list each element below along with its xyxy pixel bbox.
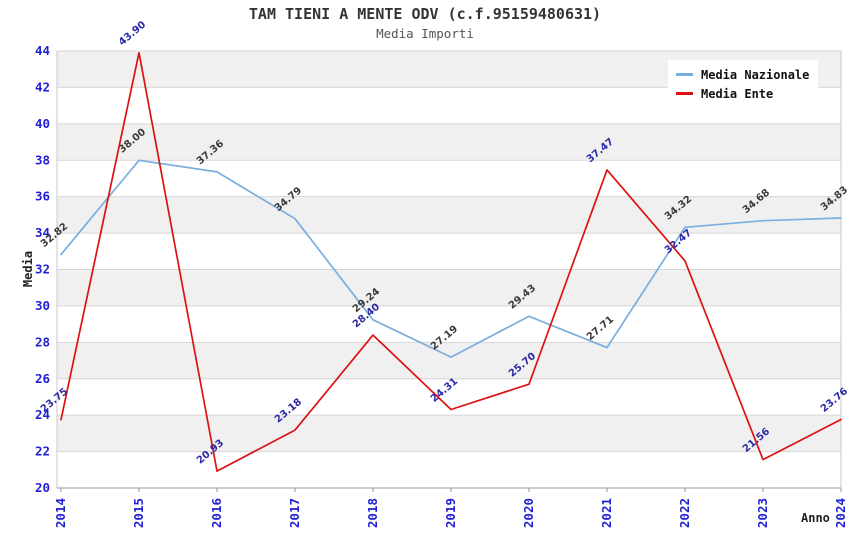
x-axis-title: Anno xyxy=(801,511,830,525)
legend-item-media-nazionale: Media Nazionale xyxy=(676,65,810,84)
y-tick-label: 42 xyxy=(35,79,50,94)
x-tick-label: 2022 xyxy=(677,498,692,528)
y-tick-label: 38 xyxy=(35,152,50,167)
y-tick-label: 26 xyxy=(35,371,50,386)
y-tick-label: 36 xyxy=(35,189,50,204)
x-tick-label: 2014 xyxy=(53,498,68,528)
y-tick-label: 28 xyxy=(35,334,50,349)
plot-band xyxy=(57,196,841,234)
legend-item-media-ente: Media Ente xyxy=(676,84,810,103)
legend-label: Media Nazionale xyxy=(701,67,810,82)
data-point-label: 27.71 xyxy=(585,314,616,343)
series-line-media-nazionale xyxy=(60,159,842,358)
y-tick-label: 20 xyxy=(35,480,50,495)
x-tick-label: 2021 xyxy=(599,498,614,528)
data-point-label: 24.31 xyxy=(429,376,460,405)
series-line-media-ente xyxy=(60,51,842,472)
y-tick-label: 22 xyxy=(35,444,50,459)
y-tick-label: 32 xyxy=(35,262,50,277)
y-tick-label: 24 xyxy=(35,407,50,422)
y-tick-label: 40 xyxy=(35,116,50,131)
x-tick-label: 2016 xyxy=(209,498,224,528)
x-tick-label: 2019 xyxy=(443,498,458,528)
y-tick-label: 34 xyxy=(35,225,50,240)
data-point-label: 43.90 xyxy=(117,19,148,48)
data-point-label: 23.76 xyxy=(819,386,850,415)
x-tick-label: 2024 xyxy=(833,498,848,528)
x-tick-label: 2020 xyxy=(521,498,536,528)
legend-label: Media Ente xyxy=(701,86,774,101)
x-tick-label: 2018 xyxy=(365,498,380,528)
chart-title: TAM TIENI A MENTE ODV (c.f.95159480631) xyxy=(248,5,602,23)
x-tick-label: 2017 xyxy=(287,498,302,528)
x-tick-label: 2015 xyxy=(131,498,146,528)
plot-band xyxy=(57,415,841,452)
legend-line-sample-red xyxy=(676,92,693,95)
chart-subtitle: Media Importi xyxy=(376,26,474,41)
x-tick-label: 2023 xyxy=(755,498,770,528)
plot-band xyxy=(57,123,841,161)
legend: Media Nazionale Media Ente xyxy=(668,60,818,109)
legend-line-sample-blue xyxy=(676,73,693,76)
plot-band xyxy=(57,342,841,379)
plot-band xyxy=(57,269,841,306)
y-tick-label: 30 xyxy=(35,298,50,313)
y-tick-label: 44 xyxy=(35,43,50,58)
